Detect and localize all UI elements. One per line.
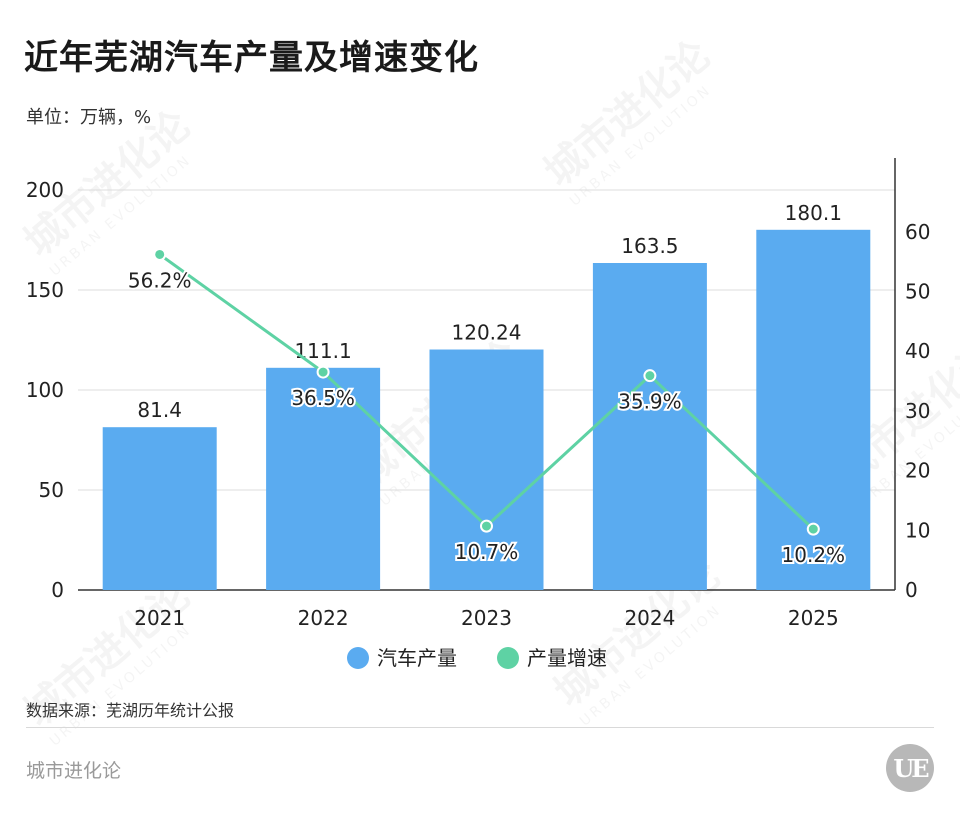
bar-value-label: 163.5 [621, 234, 678, 258]
legend-label: 汽车产量 [377, 646, 457, 670]
line-value-label: 56.2% [128, 268, 192, 292]
chart-canvas: 0 50 100 150 200 0 10 20 30 40 50 60 2021 2022 2023 202… [26, 158, 930, 670]
x-tick-label: 2024 [624, 606, 675, 630]
legend-marker [497, 647, 519, 669]
unit-label: 单位：万辆，% [26, 107, 152, 128]
brand-logo: UE [886, 744, 934, 792]
y-right-tick-label: 50 [905, 279, 930, 303]
bar [429, 349, 544, 590]
line-point [480, 519, 493, 533]
bar-value-label: 180.1 [785, 201, 842, 225]
bar [266, 367, 381, 590]
footer-brand: 城市进化论 [26, 760, 122, 782]
line-value-label: 10.7% [455, 540, 519, 564]
line-value-label: 36.5% [291, 386, 355, 410]
x-tick-label: 2021 [134, 606, 185, 630]
legend-marker [347, 647, 369, 669]
x-tick-label: 2022 [298, 606, 349, 630]
y-right-tick-label: 30 [905, 399, 930, 423]
y-left-tick-label: 50 [39, 478, 64, 502]
chart-title: 近年芜湖汽车产量及增速变化 [24, 38, 479, 78]
divider [26, 727, 934, 728]
y-right-tick-label: 0 [905, 578, 918, 602]
line-point [316, 365, 330, 379]
line-value-label: 35.9% [618, 390, 682, 414]
bar-value-label: 120.24 [452, 321, 522, 345]
y-left-tick-label: 150 [26, 278, 64, 302]
bar [756, 229, 871, 591]
line-point [806, 522, 820, 536]
y-left-tick-label: 200 [26, 178, 64, 202]
x-tick-label: 2023 [461, 606, 512, 630]
y-right-tick-label: 60 [905, 220, 930, 244]
y-right-tick-label: 40 [905, 339, 930, 363]
line-value-label: 10.2% [782, 543, 846, 567]
legend-label: 产量增速 [527, 646, 607, 670]
data-source: 数据来源：芜湖历年统计公报 [26, 701, 235, 720]
y-right-tick-label: 20 [905, 459, 930, 483]
y-left-tick-label: 0 [51, 578, 64, 602]
x-tick-label: 2025 [788, 606, 839, 630]
bar [102, 427, 217, 590]
bar [592, 263, 707, 590]
y-left-tick-label: 100 [26, 378, 64, 402]
y-right-tick-label: 10 [905, 518, 930, 542]
line-point [153, 247, 167, 261]
line-point [643, 369, 657, 383]
bar-value-label: 81.4 [137, 398, 182, 422]
